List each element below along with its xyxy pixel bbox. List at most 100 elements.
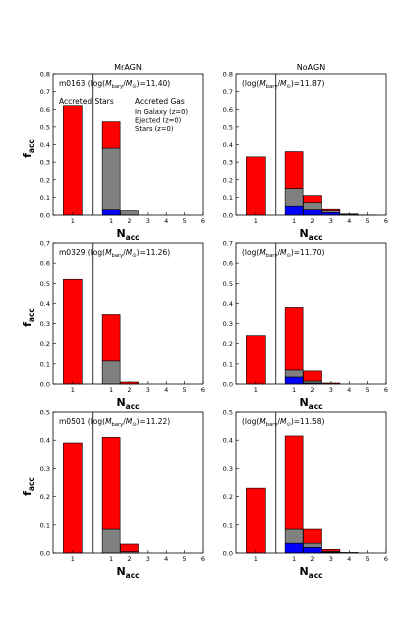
- x-tick-label-stars: 1: [254, 386, 258, 394]
- gas-bar-stars-n1: [285, 436, 303, 529]
- x-tick-label-gas: 6: [384, 555, 388, 563]
- x-tick-label-gas: 3: [146, 386, 150, 394]
- stars-bar: [246, 488, 265, 553]
- gas-bar-stars-n1: [102, 122, 120, 148]
- y-tick-label: 0.2: [223, 493, 233, 501]
- y-tick-label: 0.0: [40, 212, 50, 220]
- column-title-mragn: MrAGN: [114, 63, 142, 72]
- x-tick-label-gas: 6: [201, 555, 205, 563]
- x-tick-label-gas: 5: [366, 217, 370, 225]
- y-axis-label: facc: [21, 139, 36, 158]
- y-tick-label: 0.4: [40, 141, 50, 149]
- y-tick-label: 0.0: [223, 381, 233, 389]
- gas-bar-stars-n1: [285, 152, 303, 189]
- y-tick-label: 0.5: [40, 280, 50, 288]
- y-tick-label: 0.5: [223, 409, 233, 417]
- x-tick-label-stars: 1: [71, 386, 75, 394]
- x-tick-label-gas: 6: [201, 386, 205, 394]
- panel-label: (log(Mbary/M⊙)=11.58): [242, 417, 325, 428]
- legend-item: Stars (z=0): [135, 125, 174, 133]
- y-tick-label: 0.8: [223, 71, 233, 79]
- y-tick-label: 0.7: [40, 88, 50, 96]
- y-tick-label: 0.4: [40, 300, 50, 308]
- y-tick-label: 0.6: [40, 106, 50, 114]
- gas-bar-ejected-n2: [303, 543, 321, 547]
- legend-item: In Galaxy (z=0): [135, 108, 188, 116]
- x-tick-label-gas: 2: [310, 555, 314, 563]
- x-tick-label-gas: 1: [109, 555, 113, 563]
- gas-bar-galaxy-n1: [102, 210, 120, 215]
- x-tick-label-gas: 1: [109, 386, 113, 394]
- y-tick-label: 0.7: [223, 88, 233, 96]
- y-tick-label: 0.1: [40, 194, 50, 202]
- y-tick-label: 0.3: [223, 320, 233, 328]
- x-tick-label-gas: 4: [164, 555, 168, 563]
- gas-bar-ejected-n1: [285, 189, 303, 207]
- x-tick-label-stars: 1: [254, 217, 258, 225]
- gas-bar-galaxy-n1: [285, 206, 303, 215]
- legend-gas-title: Accreted Gas: [135, 97, 185, 106]
- y-tick-label: 0.5: [223, 280, 233, 288]
- x-axis-label: Nacc: [116, 565, 139, 580]
- y-tick-label: 0.6: [223, 106, 233, 114]
- legend-item: Ejected (z=0): [135, 117, 182, 125]
- gas-bar-stars-n1: [102, 437, 120, 529]
- panel-label: (log(Mbary/M⊙)=11.70): [242, 248, 325, 259]
- x-tick-label-gas: 3: [329, 217, 333, 225]
- x-tick-label-gas: 1: [292, 217, 296, 225]
- x-tick-label-stars: 1: [254, 555, 258, 563]
- gas-bar-stars-n2: [303, 529, 321, 543]
- y-tick-label: 0.5: [40, 409, 50, 417]
- x-tick-label-gas: 1: [292, 386, 296, 394]
- y-tick-label: 0.3: [223, 465, 233, 473]
- x-tick-label-gas: 3: [146, 217, 150, 225]
- x-axis-label: Nacc: [299, 227, 322, 242]
- y-tick-label: 0.4: [40, 437, 50, 445]
- y-tick-label: 0.0: [40, 381, 50, 389]
- x-tick-label-gas: 4: [347, 555, 351, 563]
- gas-bar-stars-n2: [120, 544, 138, 552]
- y-tick-label: 0.4: [223, 300, 233, 308]
- x-tick-label-gas: 2: [127, 217, 131, 225]
- x-tick-label-gas: 5: [366, 386, 370, 394]
- y-tick-label: 0.1: [223, 360, 233, 368]
- x-tick-label-stars: 1: [71, 217, 75, 225]
- y-tick-label: 0.1: [40, 360, 50, 368]
- gas-bar-ejected-n2: [303, 203, 321, 210]
- x-tick-label-gas: 1: [109, 217, 113, 225]
- gas-bar-ejected-n1: [102, 361, 120, 384]
- y-tick-label: 0.6: [223, 260, 233, 268]
- y-tick-label: 0.6: [40, 260, 50, 268]
- x-tick-label-gas: 4: [164, 217, 168, 225]
- gas-bar-stars-n3: [322, 549, 340, 551]
- y-tick-label: 0.0: [223, 212, 233, 220]
- panel-label: (log(Mbary/M⊙)=11.87): [242, 79, 325, 90]
- y-tick-label: 0.3: [223, 159, 233, 167]
- y-tick-label: 0.2: [223, 340, 233, 348]
- y-tick-label: 0.1: [223, 194, 233, 202]
- gas-bar-stars-n1: [102, 315, 120, 361]
- gas-bar-stars-n2: [303, 196, 321, 203]
- gas-bar-ejected-n2: [120, 211, 138, 215]
- y-tick-label: 0.1: [223, 521, 233, 529]
- gas-bar-ejected-n1: [285, 529, 303, 543]
- x-tick-label-gas: 6: [384, 217, 388, 225]
- x-tick-label-gas: 5: [183, 555, 187, 563]
- y-tick-label: 0.2: [223, 176, 233, 184]
- x-tick-label-gas: 4: [347, 217, 351, 225]
- gas-bar-galaxy-n1: [285, 377, 303, 384]
- gas-bar-stars-n3: [322, 209, 340, 210]
- x-tick-label-gas: 5: [183, 386, 187, 394]
- y-tick-label: 0.3: [40, 320, 50, 328]
- x-tick-label-gas: 2: [127, 386, 131, 394]
- y-tick-label: 0.5: [40, 123, 50, 131]
- panel-label: m0329 (log(Mbary/M⊙)=11.26): [59, 248, 170, 259]
- y-tick-label: 0.2: [40, 340, 50, 348]
- x-tick-label-gas: 2: [127, 555, 131, 563]
- panel-label: m0501 (log(Mbary/M⊙)=11.22): [59, 417, 170, 428]
